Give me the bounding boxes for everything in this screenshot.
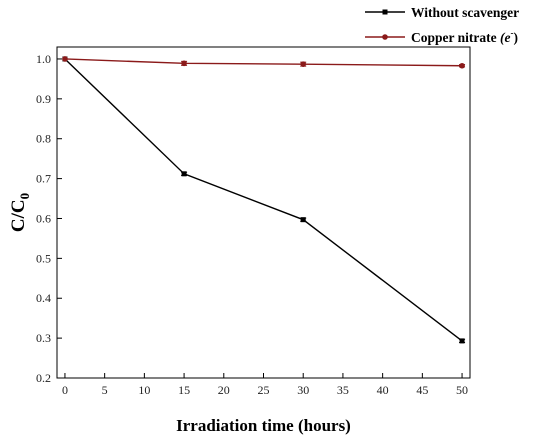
plot-border bbox=[56, 46, 471, 379]
data-point-copper-nitrate bbox=[62, 56, 68, 62]
legend-marker-without-scavenger bbox=[382, 9, 388, 15]
series-copper-nitrate bbox=[62, 56, 466, 69]
data-point-copper-nitrate bbox=[181, 60, 187, 67]
legend-label-copper-nitrate-main: Copper nitrate bbox=[411, 30, 497, 45]
y-axis-title: C/C0 bbox=[8, 193, 32, 232]
y-tick-label: 0.7 bbox=[36, 172, 51, 186]
y-axis-title-subscript: 0 bbox=[17, 193, 32, 200]
legend-label-without-scavenger: Without scavenger bbox=[411, 5, 519, 20]
y-tick-label: 0.2 bbox=[36, 371, 51, 385]
legend-item-without-scavenger: Without scavenger bbox=[365, 5, 519, 20]
x-axis-title: Irradiation time (hours) bbox=[176, 416, 351, 435]
series-layer bbox=[62, 56, 466, 344]
x-tick-label: 25 bbox=[258, 383, 270, 397]
legend: Without scavenger Copper nitrate (e-) bbox=[365, 5, 519, 45]
legend-marker-copper-nitrate bbox=[382, 34, 388, 40]
series-line-without-scavenger bbox=[64, 58, 463, 342]
x-tick-label: 15 bbox=[178, 383, 190, 397]
data-point-copper-nitrate bbox=[459, 62, 465, 69]
x-tick-label: 0 bbox=[62, 383, 68, 397]
series-line-copper-nitrate bbox=[64, 58, 463, 67]
x-tick-label: 45 bbox=[416, 383, 428, 397]
legend-label-copper-nitrate-sup: - bbox=[511, 28, 514, 38]
legend-item-copper-nitrate: Copper nitrate (e-) bbox=[365, 28, 518, 45]
legend-label-copper-nitrate: Copper nitrate (e-) bbox=[411, 28, 518, 45]
y-tick-label: 0.4 bbox=[36, 291, 51, 305]
y-tick-label: 0.8 bbox=[36, 132, 51, 146]
x-tick-label: 30 bbox=[297, 383, 309, 397]
y-tick-label: 0.5 bbox=[36, 251, 51, 265]
y-tick-label: 0.9 bbox=[36, 92, 51, 106]
y-tick-label: 0.3 bbox=[36, 331, 51, 345]
data-point-without-scavenger bbox=[181, 171, 187, 177]
x-tick-label: 20 bbox=[218, 383, 230, 397]
y-tick-label: 0.6 bbox=[36, 211, 51, 225]
x-tick-label: 10 bbox=[138, 383, 150, 397]
legend-label-copper-nitrate-close: ) bbox=[514, 30, 519, 45]
x-tick-label: 5 bbox=[102, 383, 108, 397]
data-point-copper-nitrate bbox=[300, 61, 307, 67]
data-point-without-scavenger bbox=[300, 217, 306, 223]
legend-label-copper-nitrate-suffix: (e bbox=[500, 30, 511, 45]
plot-frame bbox=[56, 46, 471, 379]
x-tick-label: 35 bbox=[337, 383, 349, 397]
y-tick-label: 1.0 bbox=[36, 52, 51, 66]
y-axis-title-main: C/C bbox=[8, 199, 29, 232]
x-tick-label: 50 bbox=[456, 383, 468, 397]
data-point-without-scavenger bbox=[459, 338, 465, 344]
x-axis: 0 5 10 15 20 25 30 35 40 45 50 bbox=[62, 373, 468, 397]
x-tick-label: 40 bbox=[377, 383, 389, 397]
series-without-scavenger bbox=[62, 56, 466, 344]
y-axis: 0.2 0.3 0.4 0.5 0.6 0.7 0.8 0.9 1.0 bbox=[36, 52, 62, 385]
